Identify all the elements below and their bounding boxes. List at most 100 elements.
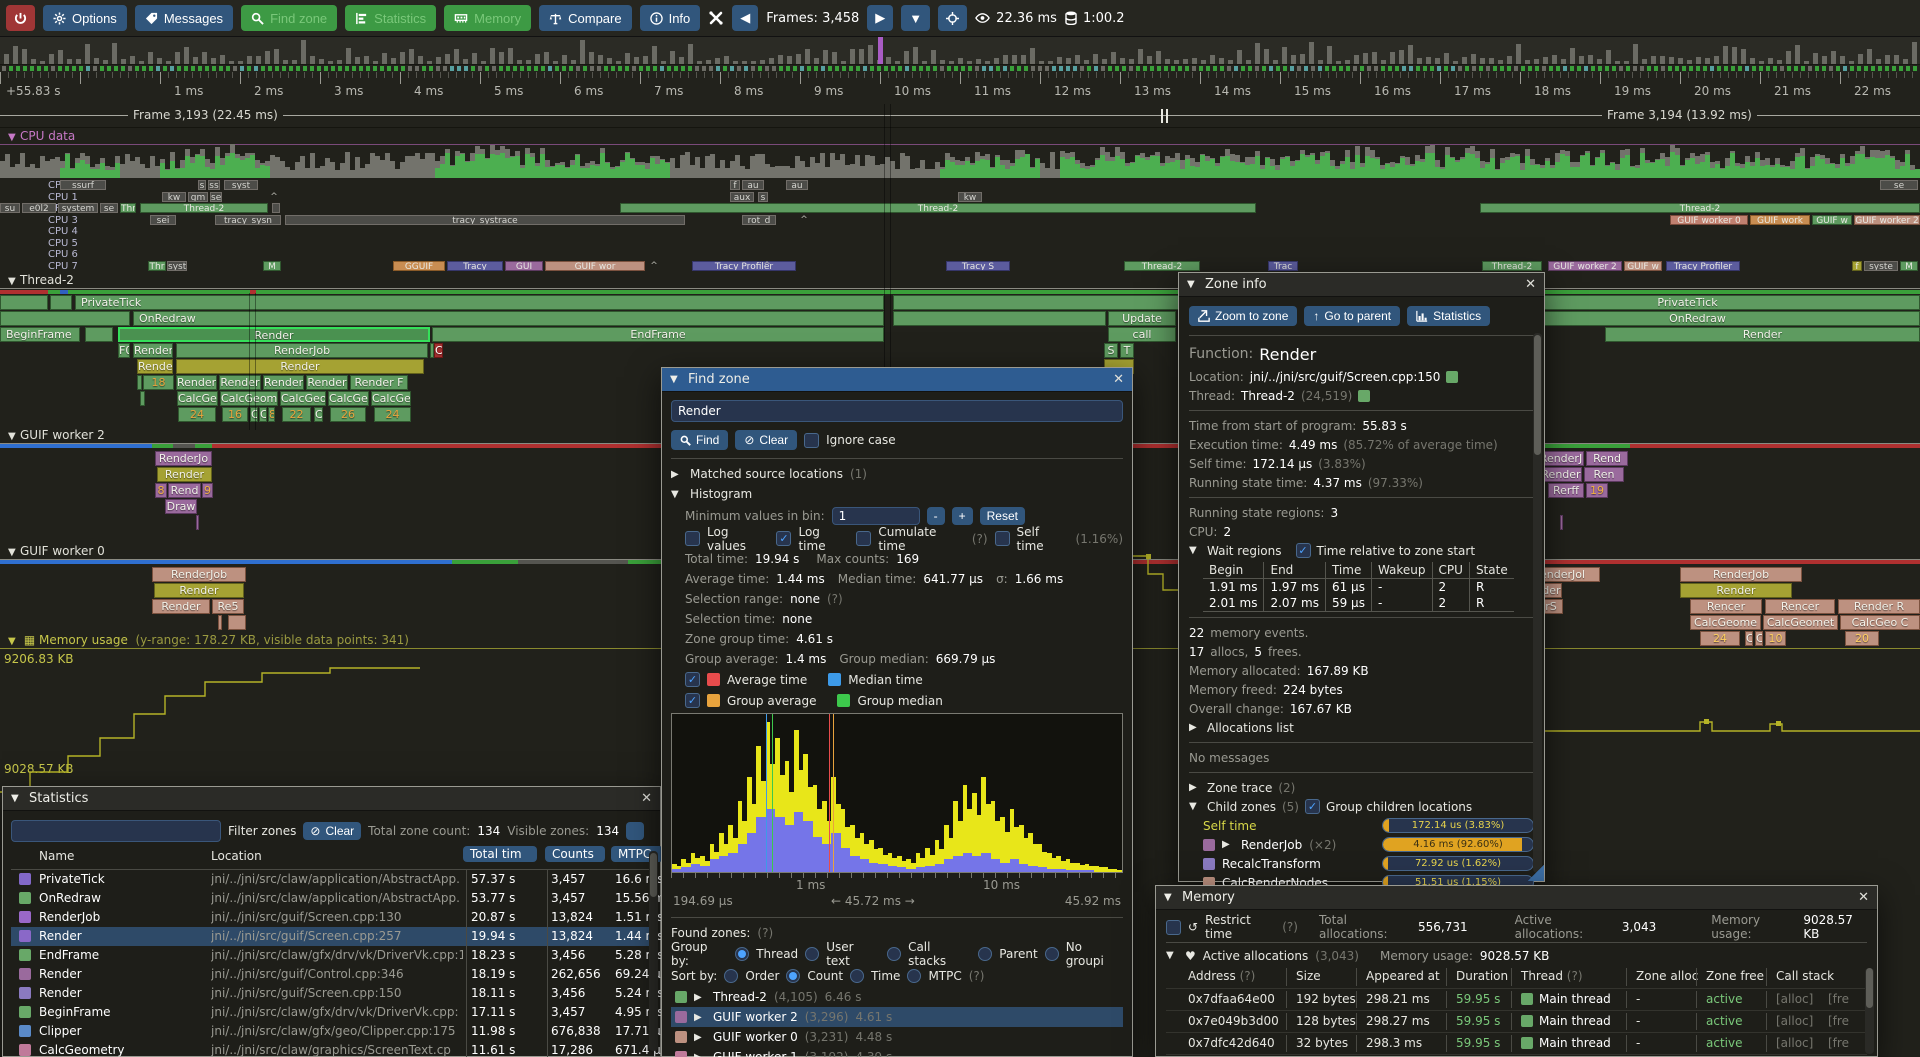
expand-icon[interactable]: ▶ [694,1011,702,1023]
timeline-zone[interactable]: Render [118,327,430,342]
memory-row[interactable]: 0x7dfc42d640 32 bytes 298.3 ms 59.95 s Main … [1166,1032,1867,1054]
expand-icon[interactable]: ▶ [694,1051,702,1057]
timeline-zone[interactable]: Draw [165,499,197,514]
cpu-zone[interactable]: se [1880,180,1918,190]
timeline-zone[interactable]: 9 [202,483,213,498]
cpu-zone[interactable]: s [198,180,206,190]
timeline-zone[interactable] [140,391,145,406]
close-icon[interactable]: ✕ [1113,372,1124,387]
cpu-zone[interactable]: ^ [763,260,771,271]
timeline-zone[interactable]: RenderJo [155,451,212,466]
memory-row[interactable]: 0x7e049b3d00 128 bytes 298.27 ms 59.95 s Mai… [1166,1010,1867,1032]
source-color-swatch[interactable] [1446,370,1459,383]
timeline-zone[interactable]: T [1120,343,1134,358]
col-total-time[interactable]: Total tim [463,846,537,862]
statistics-row[interactable]: PrivateTick jni/../jni/src/claw/applicati… [11,870,663,889]
statistics-row[interactable]: CalcGeometry jni/../jni/src/claw/graphics… [11,1041,667,1057]
legend-checkbox[interactable]: ✓ [685,693,700,708]
timeline-zone[interactable]: CalcGeomet [1763,615,1838,630]
thread2-header[interactable]: ▼ Thread-2 [0,272,1920,289]
cpu-zone[interactable]: se [210,191,222,202]
expand-icon[interactable]: ▶ [1222,839,1230,850]
expand-icon[interactable]: ▶ [671,468,679,480]
find-zone-titlebar[interactable]: ▼ Find zone ✕ [662,368,1132,392]
call-stack-alloc[interactable]: [alloc] [1776,992,1814,1006]
timeline-zone[interactable]: 19 [1586,483,1608,498]
timeline-zone[interactable]: C [434,343,443,358]
cpu-zone[interactable]: M [1900,260,1918,271]
cpu-zone[interactable]: syst [224,180,258,190]
timeline-zone[interactable]: Re5 [212,599,244,614]
timeline-zone[interactable]: CalcGeor [280,391,326,406]
timeline-zone[interactable]: Render [152,599,210,614]
timeline-zone[interactable] [430,343,434,358]
timeline-zone[interactable]: Update [1108,311,1176,326]
timeline-zone[interactable]: 24 [178,407,216,422]
group-by-radio[interactable] [1044,947,1059,961]
collapse-icon[interactable]: ▼ [8,132,16,143]
go-to-parent-button[interactable]: ↑ Go to parent [1304,306,1401,326]
cpu-zone[interactable]: f [730,180,740,190]
group-by-radio[interactable] [735,947,750,961]
timeline-zone[interactable]: Render [1605,327,1920,342]
statistics-row[interactable]: Clipper jni/../jni/src/claw/gfx/geo/Clipp… [11,1022,667,1041]
clear-button[interactable]: ⊘ Clear [735,430,798,450]
resize-grip[interactable] [1528,865,1544,881]
legend-checkbox[interactable]: ✓ [685,672,700,687]
collapse-icon[interactable]: ▼ [8,431,16,442]
find-button[interactable]: Find [671,430,729,450]
timeline-zone[interactable]: 20 [1845,631,1879,646]
timeline-zone[interactable]: Render [263,375,304,390]
cpu-zone[interactable]: kw [958,191,982,202]
found-zone-group[interactable]: ▶ GUIF worker 1 (3,192) 4.39 s [671,1047,1123,1057]
cpu-zone[interactable]: GGUIF [393,260,445,271]
col-location[interactable]: Location [211,849,262,863]
cpu-zone[interactable]: Tracy Profiler [692,260,796,271]
timeline-zone[interactable]: call [1108,327,1176,342]
mem-col-duration[interactable]: Duration [1456,969,1509,983]
timeline-zone[interactable]: 22 [282,407,311,422]
timeline-zone[interactable]: Rencer [1690,599,1762,614]
timeline-zone[interactable] [0,295,48,310]
cpu-zone[interactable]: GUIF w [1624,260,1662,271]
power-button[interactable] [6,5,35,31]
cpu-zone[interactable]: se [100,203,118,213]
cpu-zone[interactable]: s [758,191,768,202]
clipped-button[interactable] [626,822,645,840]
collapse-icon[interactable]: ▼ [670,374,678,385]
memory-button[interactable]: Memory [444,5,532,31]
cpu-zone[interactable]: aux [730,191,754,202]
scrollbar[interactable] [1533,333,1542,873]
timeline-zone[interactable] [137,375,142,390]
restrict-time-checkbox[interactable] [1166,919,1181,935]
timeline-zone[interactable] [85,327,113,342]
timeline-zone[interactable]: RenderJob [152,567,246,582]
memory-titlebar[interactable]: ▼ Memory ✕ [1156,886,1877,910]
time-ruler[interactable]: +55.83 s 1 ms 2 ms 3 ms 4 ms 5 ms 6 ms 7 ms 8 m… [0,72,1920,104]
mem-col-zone-alloc[interactable]: Zone alloc [1636,969,1699,983]
timeline-zone[interactable]: CalcGeo [177,391,218,406]
timeline-zone[interactable] [50,295,72,310]
timeline-zone[interactable] [1560,515,1563,530]
timeline-zone[interactable]: Rende [137,359,173,374]
sort-by-radio[interactable] [907,969,922,983]
cpu-data-header[interactable]: ▼ CPU data [0,128,1920,145]
timeline-zone[interactable]: 10 [1765,631,1786,646]
mem-col-size[interactable]: Size [1296,969,1321,983]
collapse-icon[interactable]: ▼ [11,793,19,804]
zone-info-titlebar[interactable]: ▼ Zone info ✕ [1179,273,1544,297]
next-frame-button[interactable]: ▶ [867,5,894,31]
cpu-zone[interactable]: GUIF wor [545,260,645,271]
call-stack-alloc[interactable]: [alloc] [1776,1014,1814,1028]
cpu-zone[interactable]: GUIF work [1750,214,1810,225]
timeline-zone[interactable]: 8 [155,483,167,498]
timeline-zone[interactable]: C [314,407,323,422]
child-zone-row[interactable]: RecalcTransform 72.92 us (1.62%) [1189,854,1534,873]
statistics-row[interactable]: Render jni/../jni/src/guif/Control.cpp:34… [11,965,667,984]
timeline-zone[interactable]: Render [176,375,217,390]
timeline-zone[interactable]: C [1755,631,1763,646]
timeline-zone[interactable]: PrivateTick [75,295,884,310]
group-by-radio[interactable] [887,947,902,961]
statistics-row[interactable]: OnRedraw jni/../jni/src/claw/application/… [11,889,671,908]
